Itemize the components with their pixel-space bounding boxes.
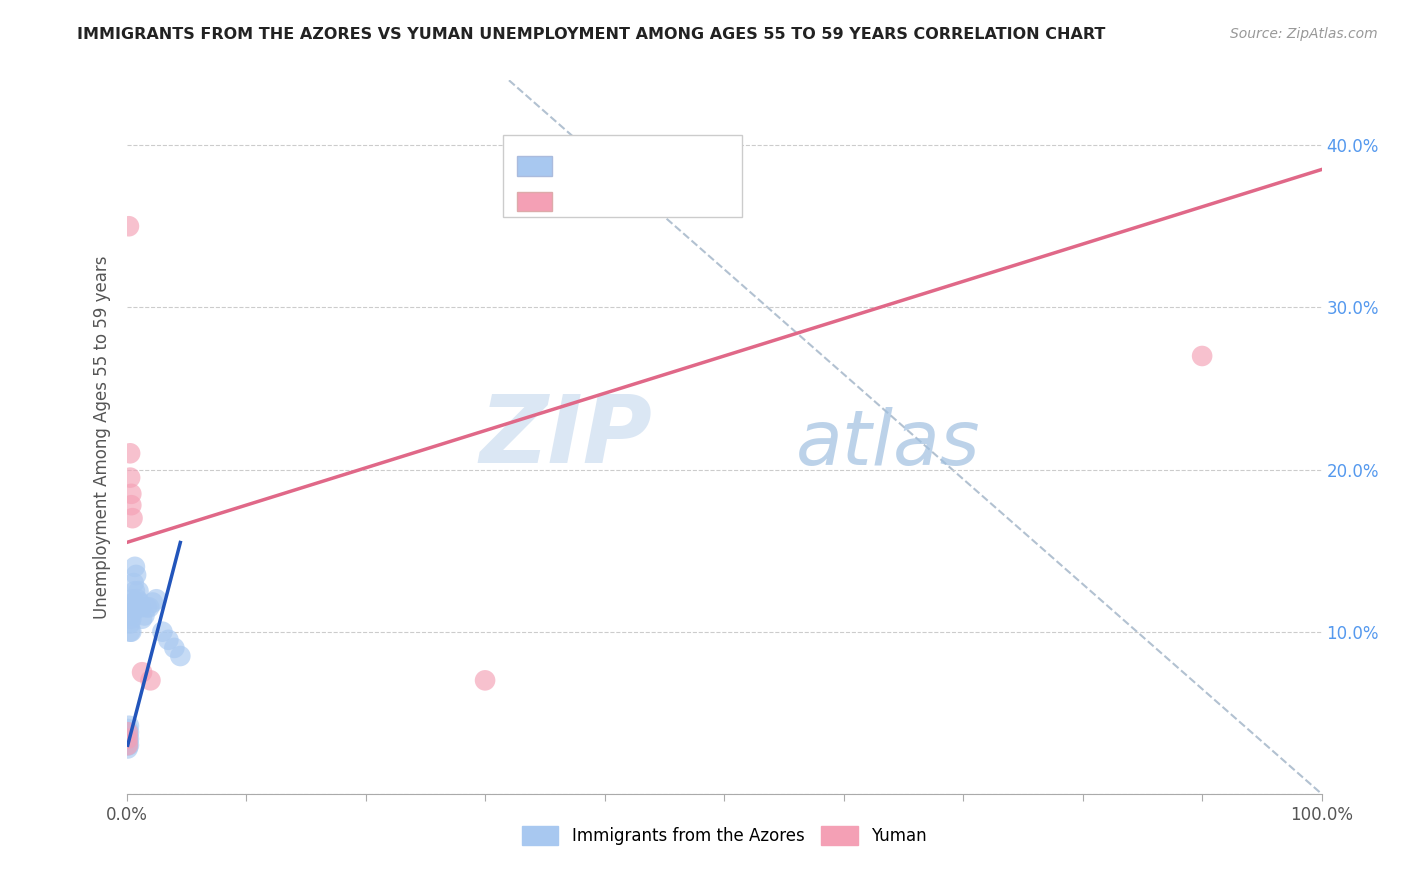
Point xyxy=(117,725,139,739)
Text: R = 0.576   N = 13: R = 0.576 N = 13 xyxy=(560,193,716,211)
Point xyxy=(117,735,139,749)
Point xyxy=(127,592,149,607)
Point xyxy=(135,600,157,615)
Point xyxy=(118,725,141,739)
Point xyxy=(120,470,142,484)
Point xyxy=(129,600,152,615)
Point xyxy=(474,673,496,688)
Point xyxy=(150,624,174,639)
Point xyxy=(145,592,167,607)
Point xyxy=(157,632,180,647)
Point xyxy=(139,673,162,688)
Legend: Immigrants from the Azores, Yuman: Immigrants from the Azores, Yuman xyxy=(513,817,935,854)
Point xyxy=(134,608,156,623)
Point xyxy=(120,608,142,623)
Point xyxy=(117,731,139,746)
Point xyxy=(120,612,142,626)
Point xyxy=(120,624,142,639)
Text: R = 0.475   N = 38: R = 0.475 N = 38 xyxy=(560,157,716,175)
Point xyxy=(118,219,141,234)
Point xyxy=(117,738,139,752)
Point xyxy=(117,741,139,756)
Point xyxy=(117,725,139,739)
Point xyxy=(122,576,145,591)
Point xyxy=(127,584,149,599)
Point xyxy=(131,612,153,626)
Point xyxy=(122,595,145,609)
Point xyxy=(142,595,165,609)
Point xyxy=(121,592,143,607)
Point xyxy=(1191,349,1213,363)
Point xyxy=(169,648,191,663)
Point xyxy=(124,559,146,574)
Point xyxy=(120,624,142,639)
Point xyxy=(117,738,139,752)
Point xyxy=(120,446,142,460)
Y-axis label: Unemployment Among Ages 55 to 59 years: Unemployment Among Ages 55 to 59 years xyxy=(93,255,111,619)
Point xyxy=(118,731,141,746)
Point xyxy=(120,487,142,501)
Text: ZIP: ZIP xyxy=(479,391,652,483)
Point xyxy=(163,640,186,655)
Point xyxy=(124,584,146,599)
Point xyxy=(128,595,150,609)
Text: atlas: atlas xyxy=(796,408,980,481)
Point xyxy=(120,616,142,631)
Point xyxy=(120,600,142,615)
Point xyxy=(120,498,142,512)
Point xyxy=(121,511,143,525)
Text: Source: ZipAtlas.com: Source: ZipAtlas.com xyxy=(1230,27,1378,41)
Point xyxy=(138,600,160,615)
Point xyxy=(118,738,141,752)
Point xyxy=(117,722,139,736)
Text: IMMIGRANTS FROM THE AZORES VS YUMAN UNEMPLOYMENT AMONG AGES 55 TO 59 YEARS CORRE: IMMIGRANTS FROM THE AZORES VS YUMAN UNEM… xyxy=(77,27,1105,42)
Point xyxy=(117,729,139,743)
Point xyxy=(121,605,143,619)
Point xyxy=(125,568,148,582)
Point xyxy=(118,719,141,733)
Point xyxy=(117,731,139,746)
Point xyxy=(131,665,153,680)
